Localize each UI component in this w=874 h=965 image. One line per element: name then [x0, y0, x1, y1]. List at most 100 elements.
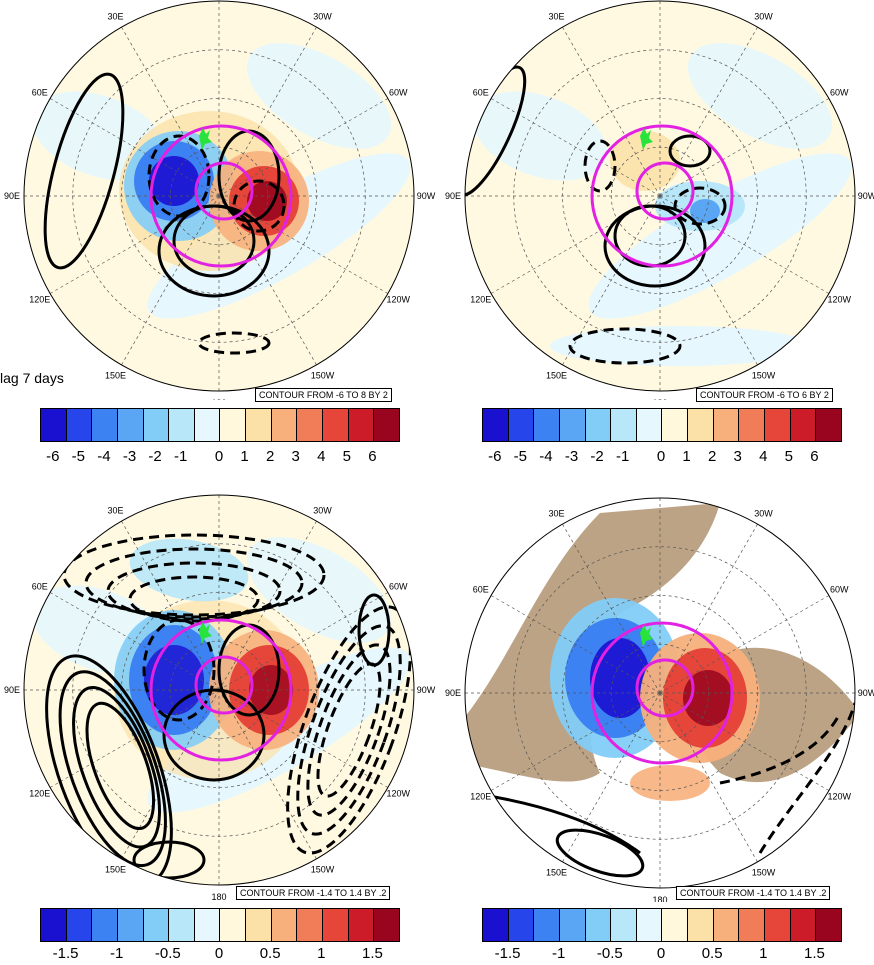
colorbar-swatch	[194, 409, 221, 441]
colorbar-swatch	[169, 909, 195, 941]
lon-label: 180	[652, 398, 667, 400]
colorbar-swatch	[508, 909, 535, 941]
colorbar-swatch	[790, 409, 817, 441]
lon-label: 150E	[105, 370, 126, 380]
colorbar-2	[482, 408, 842, 442]
colorbar-tick-label: 1	[682, 448, 691, 465]
colorbar-swatch	[143, 909, 170, 941]
colorbar-tick-label: 5	[342, 448, 352, 465]
colorbar-swatch	[41, 409, 67, 441]
lag-label: lag 7 days	[0, 370, 64, 386]
colorbar-swatch	[271, 409, 298, 441]
colorbar-swatch	[534, 909, 560, 941]
colorbar-swatch	[323, 409, 349, 441]
colorbar-swatch	[662, 909, 689, 941]
lon-label: 150W	[311, 370, 335, 380]
colorbar-tick-label: 6	[368, 448, 377, 465]
colorbar-tick-label: -2	[590, 448, 604, 465]
colorbar-3	[40, 908, 400, 942]
colorbar-swatch	[143, 409, 170, 441]
lon-label: 30E	[548, 12, 564, 22]
colorbar-swatch	[688, 409, 714, 441]
lon-label: 60W	[389, 88, 408, 98]
lon-label: 60E	[32, 582, 48, 592]
lon-label: 150E	[546, 867, 567, 877]
colorbar-swatch	[816, 909, 841, 941]
colorbar-tick-label: -3	[122, 448, 137, 465]
colorbar-swatch	[790, 909, 817, 941]
colorbar-tick-label: 0.5	[701, 945, 723, 962]
colorbar-tick-label: 0	[656, 945, 666, 962]
colorbar-swatch	[220, 909, 247, 941]
colorbar-swatch	[483, 409, 509, 441]
lon-label: 120W	[387, 789, 411, 799]
colorbar-swatch	[585, 909, 612, 941]
colorbar-tick-label: -1.5	[52, 945, 79, 962]
colorbar-swatch	[816, 409, 841, 441]
lon-label: 150W	[752, 867, 776, 877]
colorbar-swatch	[323, 909, 349, 941]
colorbar-swatch	[297, 909, 324, 941]
lon-label: 120W	[387, 295, 411, 305]
lon-label: 60W	[389, 582, 408, 592]
lon-label: 120E	[470, 295, 491, 305]
colorbar-1-ticks: -6 -5 -4 -3 -2 -1 0 1 2 3 4 5 6	[40, 448, 398, 468]
colorbar-tick-label: 0	[214, 448, 224, 465]
lon-label: 30W	[313, 12, 332, 22]
colorbar-tick-label: -1	[110, 945, 124, 962]
colorbar-1	[40, 408, 400, 442]
colorbar-swatch	[483, 909, 509, 941]
colorbar-tick-label: -2	[148, 448, 162, 465]
lon-label: 60E	[473, 88, 489, 98]
lon-label: 120E	[29, 789, 50, 799]
colorbar-swatch	[271, 909, 298, 941]
colorbar-swatch	[92, 409, 118, 441]
lon-label: 120W	[828, 295, 852, 305]
colorbar-tick-label: 5	[784, 448, 794, 465]
colorbar-tick-label: 1.5	[803, 945, 825, 962]
colorbar-tick-label: -1	[552, 945, 566, 962]
lon-label: 30W	[313, 506, 332, 516]
polar-map-panel-1: 030W60W90W120W150W180150E120E90E60E30E C…	[0, 0, 440, 402]
contour-note-3: CONTOUR FROM -1.4 TO 1.4 BY .2	[236, 886, 391, 900]
lon-label: 120E	[29, 295, 50, 305]
colorbar-tick-label: 6	[810, 448, 819, 465]
lon-label: 30W	[754, 509, 773, 519]
lon-label: 90E	[4, 191, 20, 201]
colorbar-tick-label: -1	[615, 448, 630, 465]
colorbar-swatch	[374, 409, 399, 441]
colorbar-swatch	[117, 909, 144, 941]
colorbar-swatch	[585, 409, 612, 441]
lon-label: 150E	[546, 370, 567, 380]
colorbar-swatch	[534, 409, 560, 441]
colorbar-swatch	[66, 409, 93, 441]
colorbar-tick-label: 0	[214, 945, 224, 962]
lon-label: 180	[652, 895, 667, 902]
lon-label: 150E	[105, 864, 126, 874]
colorbar-swatch	[169, 409, 195, 441]
polar-map-panel-4: 0 30W 60W 90W 120W 150W 180 150E 120E 90E 60E 30E C…	[440, 490, 874, 902]
lon-label: 60W	[830, 88, 849, 98]
colorbar-swatch	[246, 909, 272, 941]
polar-map-2: 030W60W90W120W150W180150E120E90E60E30E	[445, 0, 874, 400]
colorbar-swatch	[92, 909, 118, 941]
colorbar-4	[482, 908, 842, 942]
colorbar-swatch	[246, 409, 272, 441]
colorbar-tick-label: 3	[733, 448, 742, 465]
colorbar-swatch	[636, 909, 663, 941]
colorbar-3-ticks: -1.5 -1 -0.5 0 0.5 1 1.5	[40, 945, 398, 965]
colorbar-tick-label: -6	[46, 448, 60, 465]
colorbar-tick-label: 4	[759, 448, 768, 465]
polar-map-panel-2: 030W60W90W120W150W180150E120E90E60E30E C…	[440, 0, 874, 402]
contour-note-4: CONTOUR FROM -1.4 TO 1.4 BY .2	[676, 886, 831, 900]
polar-map-4: 0 30W 60W 90W 120W 150W 180 150E 120E 90E 60E 30E	[445, 490, 874, 902]
colorbar-tick-label: 1	[317, 945, 326, 962]
colorbar-tick-label: 3	[291, 448, 300, 465]
lon-label: 60E	[473, 585, 489, 595]
contour-note-2: CONTOUR FROM -6 TO 6 BY 2	[696, 388, 833, 402]
lon-label: 90E	[445, 191, 461, 201]
lon-label: 90E	[4, 685, 20, 695]
polar-map-3: 030W60W90W120W150W180150E120E90E60E30E	[4, 494, 436, 902]
lon-label: 30W	[754, 12, 773, 22]
colorbar-swatch	[739, 909, 766, 941]
